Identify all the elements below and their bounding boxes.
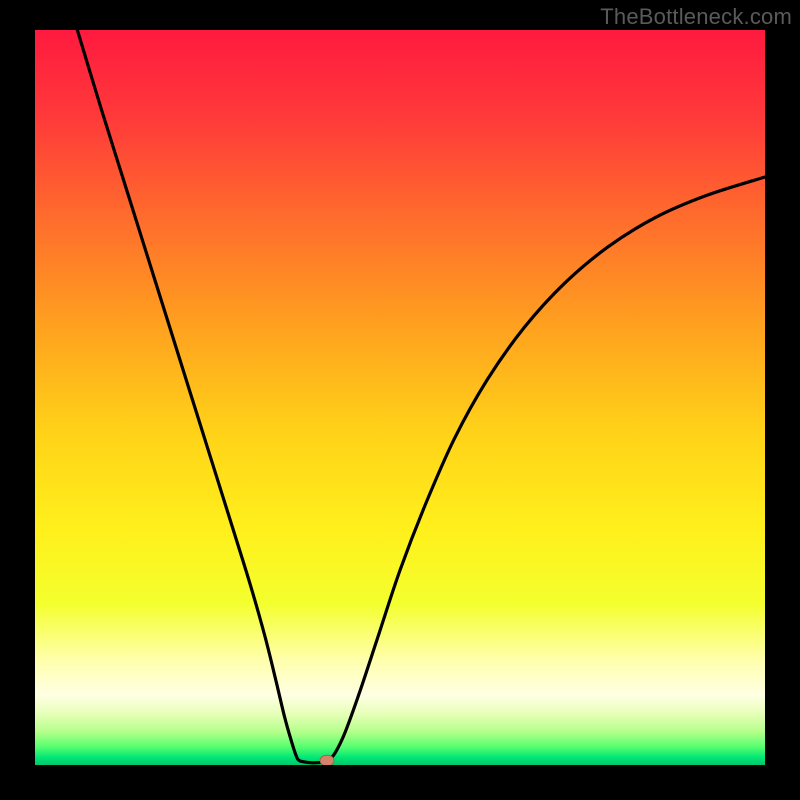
chart-svg <box>35 30 765 765</box>
chart-container: TheBottleneck.com <box>0 0 800 800</box>
optimal-point-marker <box>320 755 334 765</box>
gradient-background <box>35 30 765 765</box>
watermark-text: TheBottleneck.com <box>600 4 792 30</box>
plot-area <box>35 30 765 765</box>
